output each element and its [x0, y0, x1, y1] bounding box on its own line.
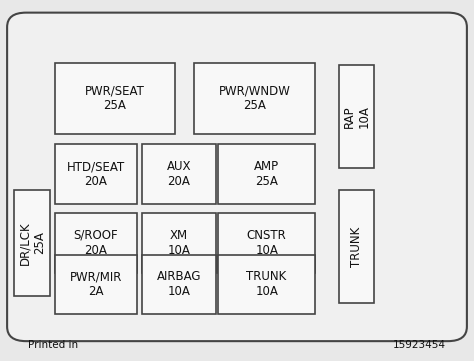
Bar [339, 65, 374, 168]
Bar [142, 213, 216, 273]
Text: RAP
10A: RAP 10A [343, 105, 371, 128]
FancyBboxPatch shape [7, 13, 467, 341]
Bar [194, 63, 315, 134]
Text: PWR/SEAT
25A: PWR/SEAT 25A [85, 84, 145, 112]
Text: Printed in: Printed in [28, 340, 79, 350]
Text: CNSTR
10A: CNSTR 10A [247, 229, 286, 257]
Text: TRUNK
10A: TRUNK 10A [246, 270, 287, 298]
Bar [142, 255, 216, 314]
Text: 15923454: 15923454 [392, 340, 446, 350]
Text: S/ROOF
20A: S/ROOF 20A [73, 229, 118, 257]
Bar [55, 255, 137, 314]
Bar [339, 190, 374, 303]
Text: DR/LCK
25A: DR/LCK 25A [18, 221, 46, 265]
Text: TRUNK: TRUNK [350, 226, 363, 266]
Bar [55, 144, 137, 204]
Text: AMP
25A: AMP 25A [254, 160, 279, 188]
Text: XM
10A: XM 10A [167, 229, 191, 257]
Text: AUX
20A: AUX 20A [167, 160, 191, 188]
Bar [55, 213, 137, 273]
Text: PWR/MIR
2A: PWR/MIR 2A [70, 270, 122, 298]
Bar [218, 144, 315, 204]
Bar [14, 190, 50, 296]
Text: HTD/SEAT
20A: HTD/SEAT 20A [67, 160, 125, 188]
Bar [55, 63, 175, 134]
Text: AIRBAG
10A: AIRBAG 10A [157, 270, 201, 298]
Bar [218, 255, 315, 314]
Text: PWR/WNDW
25A: PWR/WNDW 25A [219, 84, 291, 112]
Bar [218, 213, 315, 273]
Bar [142, 144, 216, 204]
